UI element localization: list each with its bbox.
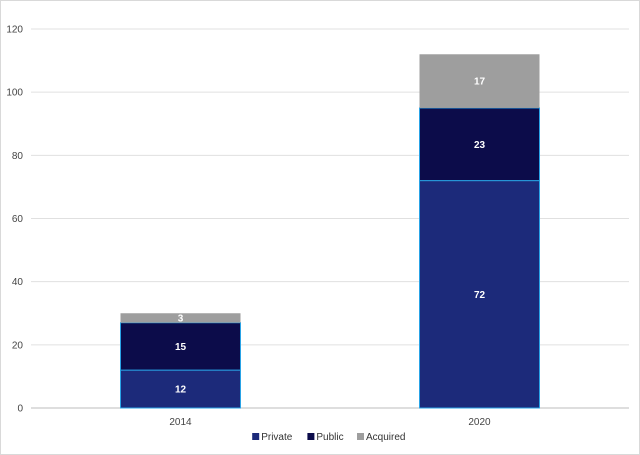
y-tick-label: 80 [12, 151, 24, 162]
y-tick-label: 100 [6, 88, 23, 99]
bar-private-2014 [120, 369, 241, 409]
bar-acquired-2020 [419, 54, 540, 108]
data-label-acquired-2014: 3 [178, 313, 184, 324]
data-label-public-2014: 15 [175, 342, 187, 353]
y-axis-ticks: 0 20 40 60 80 100 120 [6, 25, 23, 415]
data-label-acquired-2020: 17 [474, 77, 486, 88]
legend-label-acquired: Acquired [366, 432, 405, 443]
data-label-private-2020: 72 [474, 290, 486, 301]
legend: Private Public Acquired [252, 432, 405, 443]
bar-private-2020 [419, 180, 540, 409]
x-axis-ticks: 2014 2020 [169, 417, 491, 428]
bar-public-2020 [419, 107, 540, 182]
bar-acquired-2014 [120, 313, 241, 323]
bar-public-2014 [120, 322, 241, 371]
legend-swatch-public [307, 433, 315, 440]
y-tick-label: 40 [12, 277, 24, 288]
data-label-public-2020: 23 [474, 140, 486, 151]
bars [120, 54, 540, 409]
legend-label-private: Private [261, 432, 293, 443]
y-tick-label: 20 [12, 340, 24, 351]
x-tick-label-2020: 2020 [468, 417, 491, 428]
data-label-private-2014: 12 [175, 385, 187, 396]
y-tick-label: 120 [6, 25, 23, 36]
segment-labels: 12 15 3 72 23 17 [175, 77, 486, 396]
x-tick-label-2014: 2014 [169, 417, 192, 428]
y-tick-label: 0 [17, 404, 23, 415]
legend-label-public: Public [316, 432, 343, 443]
y-tick-label: 60 [12, 214, 24, 225]
legend-swatch-private [252, 433, 260, 440]
legend-swatch-acquired [357, 433, 364, 440]
